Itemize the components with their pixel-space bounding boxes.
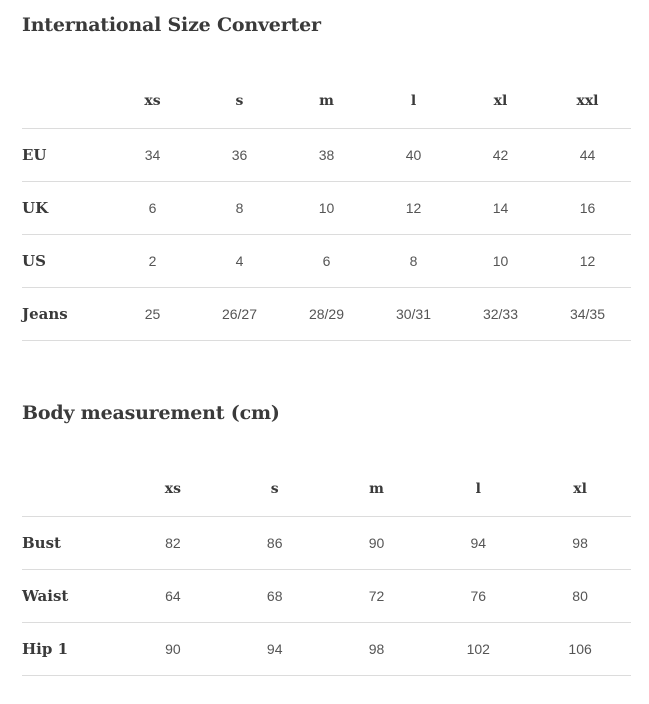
body-measurement-title: Body measurement (cm) <box>22 402 280 424</box>
table-cell: 42 <box>457 127 544 181</box>
table-cell: 44 <box>544 127 631 181</box>
table-row: Hip 1 90 94 98 102 106 <box>22 621 631 676</box>
table-header-row: xs s m l xl xxl <box>22 75 631 128</box>
table-cell: 94 <box>427 515 530 569</box>
table-cell: 10 <box>283 180 370 234</box>
header-corner <box>22 463 122 516</box>
table-cell: 86 <box>223 515 326 569</box>
table-cell: 68 <box>223 568 326 622</box>
table-cell: 94 <box>223 621 326 676</box>
table-cell: 30/31 <box>370 286 457 341</box>
table-cell: 82 <box>122 515 224 569</box>
table-cell: 2 <box>109 233 196 287</box>
size-header: s <box>270 481 279 498</box>
size-header: m <box>369 481 384 498</box>
table-cell: 98 <box>325 621 428 676</box>
table-cell: 40 <box>370 127 457 181</box>
size-converter-table: xs s m l xl xxl EU 34 36 38 40 42 44 UK … <box>22 75 631 341</box>
table-cell: 76 <box>427 568 530 622</box>
table-row: Waist 64 68 72 76 80 <box>22 568 631 622</box>
table-cell: 10 <box>457 233 544 287</box>
table-cell: 98 <box>529 515 631 569</box>
table-cell: 14 <box>457 180 544 234</box>
table-cell: 106 <box>529 621 631 676</box>
table-cell: 34/35 <box>544 286 631 341</box>
size-header: xxl <box>576 93 599 110</box>
table-row: Bust 82 86 90 94 98 <box>22 515 631 569</box>
table-cell: 8 <box>370 233 457 287</box>
table-cell: 34 <box>109 127 196 181</box>
table-cell: 28/29 <box>283 286 370 341</box>
table-row: Jeans 25 26/27 28/29 30/31 32/33 34/35 <box>22 286 631 341</box>
table-row: UK 6 8 10 12 14 16 <box>22 180 631 234</box>
table-cell: 32/33 <box>457 286 544 341</box>
table-cell: 12 <box>370 180 457 234</box>
size-header: xs <box>164 481 182 498</box>
table-cell: 4 <box>196 233 283 287</box>
table-cell: 90 <box>122 621 224 676</box>
header-corner <box>22 75 109 128</box>
table-cell: 80 <box>529 568 631 622</box>
table-row: EU 34 36 38 40 42 44 <box>22 127 631 181</box>
row-label: US <box>22 233 109 287</box>
size-header: xs <box>144 93 161 110</box>
size-header: m <box>319 93 334 110</box>
row-label: Bust <box>22 515 122 569</box>
table-cell: 6 <box>283 233 370 287</box>
size-header: s <box>235 93 244 110</box>
table-cell: 90 <box>325 515 428 569</box>
size-header: l <box>410 93 417 110</box>
table-cell: 16 <box>544 180 631 234</box>
table-cell: 6 <box>109 180 196 234</box>
table-header-row: xs s m l xl <box>22 463 631 516</box>
row-label: EU <box>22 127 109 181</box>
row-label: UK <box>22 180 109 234</box>
row-label: Jeans <box>22 286 109 341</box>
size-header: xl <box>573 481 587 498</box>
table-row: US 2 4 6 8 10 12 <box>22 233 631 287</box>
table-cell: 8 <box>196 180 283 234</box>
table-cell: 38 <box>283 127 370 181</box>
body-measurement-table: xs s m l xl Bust 82 86 90 94 98 Waist 64… <box>22 463 631 676</box>
size-header: l <box>475 481 481 498</box>
size-converter-title: International Size Converter <box>22 14 321 36</box>
table-cell: 36 <box>196 127 283 181</box>
table-cell: 72 <box>325 568 428 622</box>
table-cell: 102 <box>427 621 530 676</box>
table-cell: 64 <box>122 568 224 622</box>
table-cell: 12 <box>544 233 631 287</box>
table-cell: 26/27 <box>196 286 283 341</box>
row-label: Waist <box>22 568 122 622</box>
row-label: Hip 1 <box>22 621 122 676</box>
size-header: xl <box>493 93 508 110</box>
table-cell: 25 <box>109 286 196 341</box>
